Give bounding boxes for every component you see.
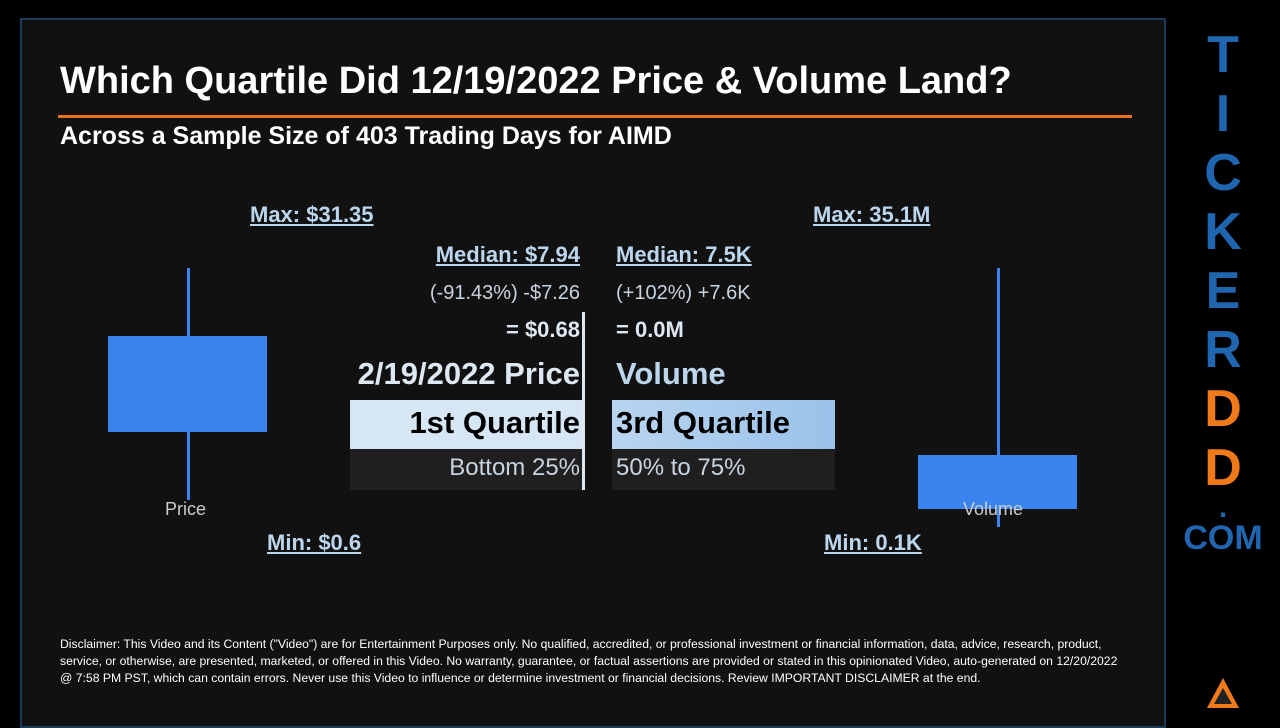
triangle-logo-icon xyxy=(1207,678,1239,708)
volume-quartile: 3rd Quartile xyxy=(612,400,835,449)
logo-letter: R xyxy=(1204,321,1242,379)
volume-heading: Volume xyxy=(616,356,726,391)
price-max: Max: $31.35 xyxy=(250,202,374,227)
volume-wick xyxy=(997,268,1000,527)
page-title: Which Quartile Did 12/19/2022 Price & Vo… xyxy=(60,60,1012,102)
logo-letter: K xyxy=(1204,203,1242,261)
logo-letter: I xyxy=(1215,85,1231,143)
price-heading: 2/19/2022 Price xyxy=(357,356,580,391)
volume-median: Median: 7.5K xyxy=(616,242,752,267)
price-range: Bottom 25% xyxy=(350,449,584,490)
logo-letter: D xyxy=(1204,380,1242,438)
price-quartile: 1st Quartile xyxy=(350,400,584,449)
price-min: Min: $0.6 xyxy=(267,530,362,555)
volume-change: (+102%) +7.6K xyxy=(616,282,751,304)
logo-letter: C xyxy=(1204,144,1242,202)
logo-letter: D xyxy=(1204,439,1242,497)
volume-value: = 0.0M xyxy=(616,317,684,342)
title-divider xyxy=(58,115,1132,118)
volume-label: Volume xyxy=(963,499,1024,519)
logo-letter: E xyxy=(1205,262,1241,320)
subtitle: Across a Sample Size of 403 Trading Days… xyxy=(60,122,672,150)
logo-com: COM xyxy=(1183,519,1263,557)
logo-letter: . xyxy=(1218,491,1228,524)
disclaimer: Disclaimer: This Video and its Content (… xyxy=(60,637,1118,685)
price-label: Price xyxy=(165,499,207,519)
volume-range: 50% to 75% xyxy=(612,449,835,490)
volume-max: Max: 35.1M xyxy=(813,202,931,227)
center-divider xyxy=(582,312,585,490)
tickerdd-logo: T I C K E R D D . COM xyxy=(1180,26,1266,558)
logo-letter: T xyxy=(1207,26,1239,84)
volume-box xyxy=(918,455,1077,509)
price-median: Median: $7.94 xyxy=(435,242,580,267)
price-change: (-91.43%) -$7.26 xyxy=(429,282,580,304)
price-box xyxy=(108,336,267,432)
price-value: = $0.68 xyxy=(505,317,580,342)
volume-min: Min: 0.1K xyxy=(824,530,922,555)
